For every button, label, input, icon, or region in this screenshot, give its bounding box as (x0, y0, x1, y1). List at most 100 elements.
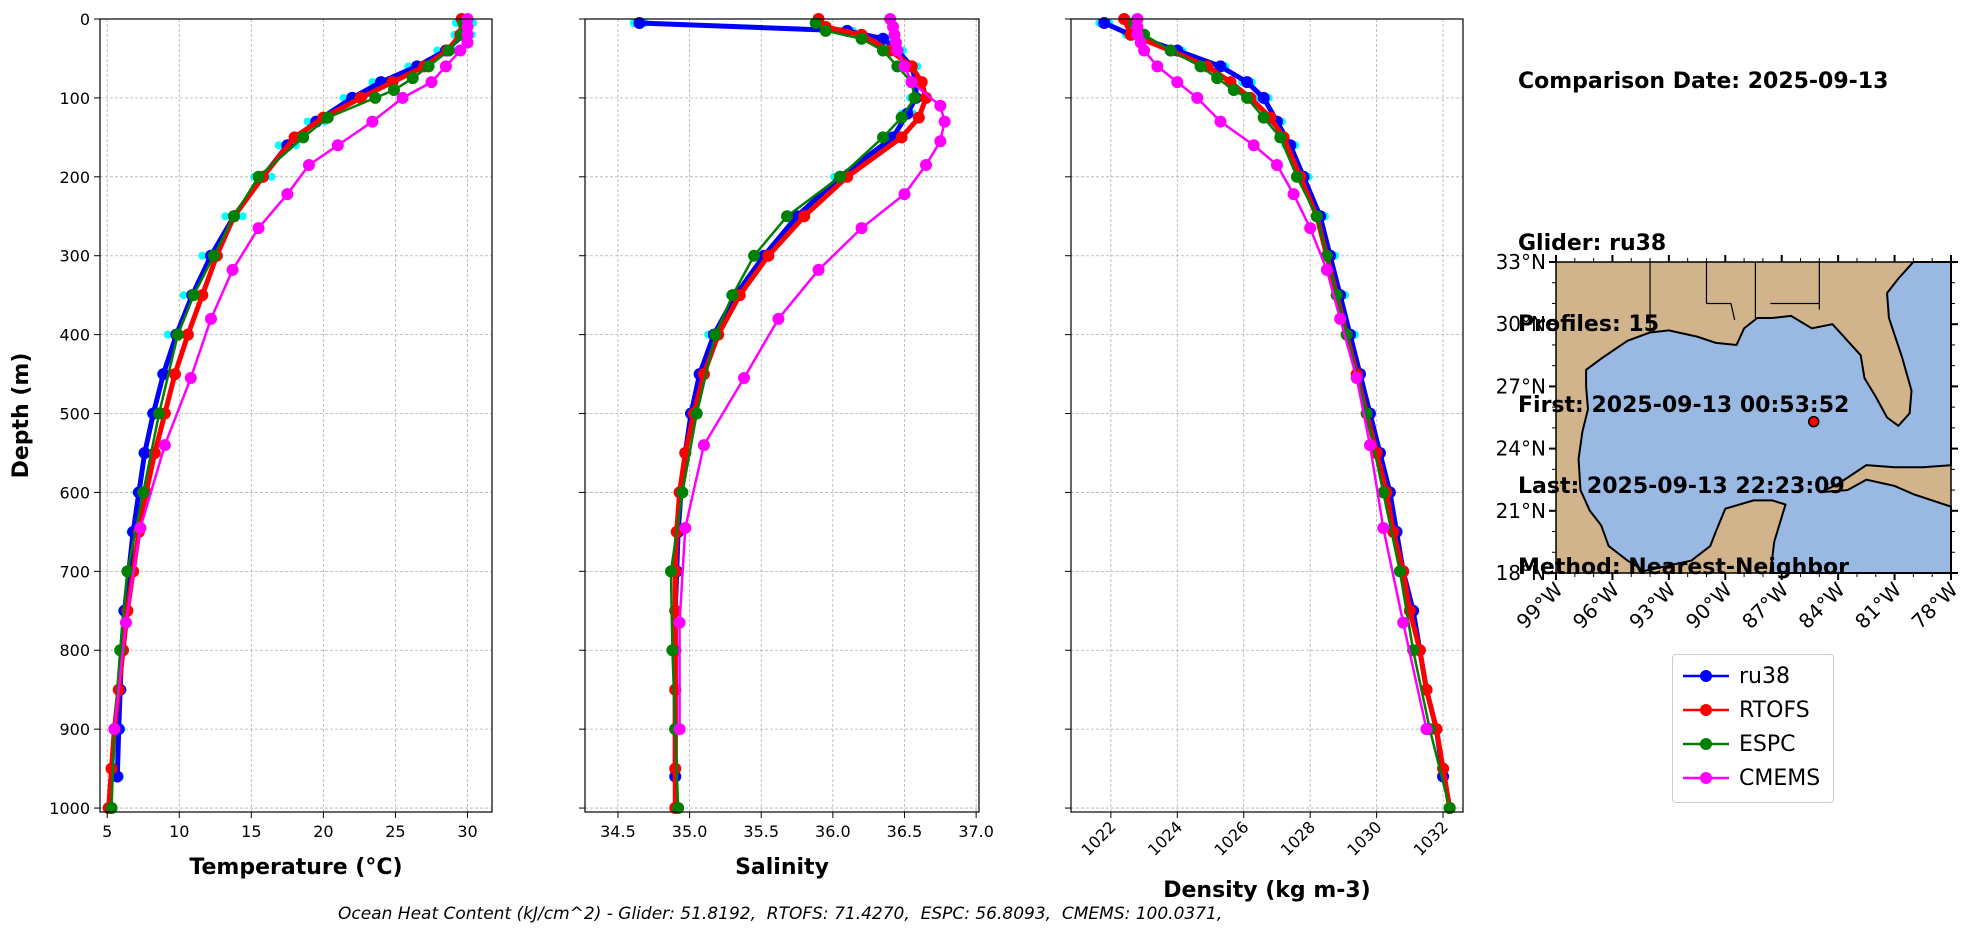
x-tick-label: 1024 (1144, 817, 1186, 859)
axes-frame (1070, 18, 1464, 813)
data-point (207, 249, 220, 262)
data-point (105, 802, 118, 815)
data-point (1247, 139, 1260, 152)
info-block: Comparison Date: 2025-09-13 Glider: ru38… (1518, 14, 1888, 608)
map-lat-label: 18°N (1496, 561, 1546, 585)
glider-raw-point (179, 291, 188, 300)
gulf-of-mexico-water (1577, 261, 1952, 574)
first-time: First: 2025-09-13 00:53:52 (1518, 393, 1850, 418)
axes-frame (584, 18, 980, 813)
data-point (252, 170, 265, 183)
data-point (679, 521, 692, 534)
x-tick-label: 15 (241, 822, 261, 841)
data-point (422, 60, 435, 73)
data-point (673, 616, 686, 629)
y-tick-label: 800 (59, 641, 90, 660)
glider-position-marker (1807, 415, 1820, 428)
data-point (781, 210, 794, 223)
x-axis-label: Density (kg m-3) (1163, 878, 1371, 903)
y-tick-label: 300 (59, 247, 90, 266)
x-tick-label: 1030 (1343, 817, 1385, 859)
data-point (690, 407, 703, 420)
salinity-panel: 34.5 35.0 35.5 36.0 36.5 37.0 Salinity (579, 13, 994, 880)
data-point (898, 60, 911, 73)
data-point (184, 372, 197, 385)
data-point (1287, 188, 1300, 201)
map-lat-label: 33°N (1496, 250, 1546, 274)
comparison-date: Comparison Date: 2025-09-13 (1518, 69, 1889, 94)
series-ru38 (111, 16, 471, 783)
legend-swatch (1683, 772, 1729, 784)
data-point (439, 60, 452, 73)
data-point (1098, 16, 1111, 29)
data-point (1363, 439, 1376, 452)
x-tick-label: 36.5 (887, 822, 923, 841)
data-point (855, 222, 868, 235)
series-line (639, 20, 919, 777)
x-tick-label: 1022 (1077, 817, 1119, 859)
data-point (1420, 723, 1433, 736)
data-point (709, 328, 722, 341)
legend-entry-espc: ESPC (1673, 727, 1833, 761)
glider-raw-profiles (1095, 18, 1449, 781)
data-point (855, 32, 868, 45)
data-point (905, 76, 918, 89)
data-point (366, 115, 379, 128)
data-point (442, 44, 455, 57)
x-tick-label: 34.5 (600, 822, 636, 841)
data-point (406, 72, 419, 85)
data-point (877, 32, 890, 45)
glider-raw-point (221, 212, 230, 221)
data-point (1138, 44, 1151, 57)
x-tick-label: 1028 (1277, 817, 1319, 859)
glider-raw-point (163, 330, 172, 339)
series-cmems (673, 13, 951, 736)
data-point (281, 188, 294, 201)
data-point (1350, 372, 1363, 385)
map-lat-label: 24°N (1496, 437, 1546, 461)
data-point (673, 723, 686, 736)
data-point (891, 44, 904, 57)
data-point (461, 36, 474, 49)
data-point (669, 762, 682, 775)
data-point (1227, 84, 1240, 97)
data-point (1377, 521, 1390, 534)
data-point (157, 368, 170, 381)
x-tick-label: 25 (385, 822, 405, 841)
data-point (798, 210, 811, 223)
series-espc (664, 16, 921, 815)
y-tick-label: 400 (59, 326, 90, 345)
x-tick-label: 5 (102, 822, 112, 841)
map-frame (1555, 261, 1952, 574)
data-point (877, 131, 890, 144)
x-tick-label: 1032 (1410, 817, 1452, 859)
data-point (877, 44, 890, 57)
data-point (772, 312, 785, 325)
series-cmems (1131, 13, 1433, 736)
data-point (934, 135, 947, 148)
legend-label: RTOFS (1739, 698, 1810, 723)
data-point (1397, 616, 1410, 629)
data-point (1420, 683, 1433, 696)
x-tick-label: 37.0 (958, 822, 994, 841)
data-point (915, 76, 928, 89)
data-point (726, 289, 739, 302)
data-point (934, 99, 947, 112)
data-point (137, 486, 150, 499)
data-point (819, 24, 832, 37)
x-axis-label: Temperature (°C) (189, 855, 402, 880)
glider-raw-point (238, 212, 247, 221)
data-point (895, 111, 908, 124)
profile-count: Profiles: 15 (1518, 312, 1660, 337)
method: Method: Nearest-Neighbor (1518, 555, 1849, 580)
data-point (672, 802, 685, 815)
data-point (676, 486, 689, 499)
legend-label: CMEMS (1739, 766, 1821, 791)
data-point (812, 263, 825, 276)
data-point (908, 91, 921, 104)
data-point (454, 44, 467, 57)
data-point (297, 131, 310, 144)
data-point (1320, 263, 1333, 276)
series-line (669, 21, 916, 809)
data-point (302, 158, 315, 171)
